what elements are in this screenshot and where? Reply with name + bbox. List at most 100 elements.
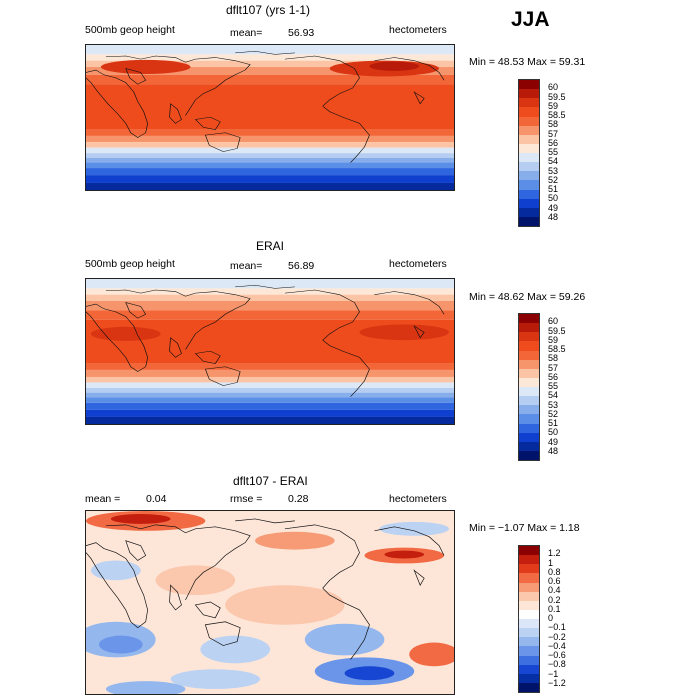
colorbar-swatch [519,368,539,378]
colorbar-level-label: 0.6 [548,576,561,586]
colorbar-level-label: 49 [548,202,559,213]
colorbar-level-label: 48 [548,445,559,456]
colorbar-level-label: −0.8 [548,659,566,670]
panel3-units: hectometers [389,493,447,505]
colorbar-swatch [519,423,539,433]
colorbar-swatch [519,591,539,601]
panel1-map [85,44,455,191]
colorbar-level-label: 0.8 [548,566,561,577]
colorbar-swatch [519,628,539,638]
colorbar-level-label: 55 [548,147,559,157]
colorbar-swatch [519,125,539,135]
colorbar-swatch [519,153,539,163]
season-label: JJA [511,8,550,31]
colorbar-swatch [519,377,539,387]
colorbar-level-label: 59.5 [548,325,566,336]
colorbar-swatch [519,207,539,217]
colorbar-swatch [519,323,539,333]
colorbar-swatch [519,682,539,692]
colorbar-level-label: 54 [548,390,559,401]
panel2-units: hectometers [389,258,447,270]
colorbar-level-label: 0.1 [548,603,561,614]
panel1-title: dflt107 (yrs 1-1) [226,3,311,17]
panel2-map [85,278,455,425]
colorbar-swatch [519,432,539,442]
panel1-mean-value: 56.93 [288,27,315,39]
colorbar-level-label: 58.5 [548,110,566,120]
colorbar-swatch [519,673,539,683]
panel3-colorbar [518,545,540,693]
colorbar-level-label: 59.5 [548,91,566,102]
colorbar-swatch [519,387,539,397]
colorbar-level-label: 50 [548,193,559,204]
colorbar-swatch [519,664,539,674]
colorbar-swatch [519,414,539,424]
colorbar-level-label: 57 [548,128,559,139]
colorbar-swatch [519,441,539,451]
colorbar-level-label: 60 [548,82,559,93]
colorbar-swatch [519,171,539,181]
colorbar-level-label: 59 [548,334,559,345]
colorbar-level-label: 59 [548,100,559,111]
colorbar-level-label: −0.4 [548,640,566,651]
colorbar-swatch [519,89,539,99]
colorbar-level-label: 0.2 [548,594,561,605]
colorbar-level-label: 56 [548,137,559,148]
colorbar-level-label: 55 [548,381,559,391]
colorbar-swatch [519,80,539,90]
colorbar-level-label: 53 [548,165,559,176]
panel1-minmax: Min = 48.53 Max = 59.31 [469,56,586,68]
panel2-minmax: Min = 48.62 Max = 59.26 [469,291,586,303]
panel2-mean-value: 56.89 [288,260,315,272]
colorbar-swatch [519,180,539,190]
colorbar-swatch [519,216,539,226]
colorbar-swatch [519,189,539,199]
panel3-map [85,510,455,695]
colorbar-swatch [519,134,539,144]
colorbar-swatch [519,600,539,610]
colorbar-swatch [519,198,539,208]
panel2-field-label: 500mb geop height [85,258,175,270]
colorbar-level-label: 60 [548,316,559,327]
panel3-mean-value: 0.04 [146,493,167,505]
panel1-mean-label: mean= [230,27,263,39]
colorbar-level-label: 49 [548,436,559,447]
colorbar-level-label: 0.4 [548,585,561,596]
colorbar-swatch [519,619,539,629]
colorbar-swatch [519,573,539,583]
colorbar-level-label: 0 [548,613,554,623]
colorbar-level-label: 1 [548,557,554,568]
colorbar-swatch [519,162,539,172]
panel3-rmse-value: 0.28 [288,493,309,505]
colorbar-swatch [519,314,539,324]
colorbar-level-label: 52 [548,174,559,185]
colorbar-level-label: 51 [548,418,559,428]
colorbar-level-label: 51 [548,184,559,194]
colorbar-swatch [519,450,539,460]
colorbar-swatch [519,405,539,415]
colorbar-swatch [519,350,539,360]
panel3-mean-label: mean = [85,493,121,505]
colorbar-swatch [519,341,539,351]
panel3-rmse-label: rmse = [230,493,263,505]
colorbar-level-label: −0.1 [548,622,566,633]
panel2-title: ERAI [256,239,285,253]
colorbar-swatch [519,637,539,647]
colorbar-swatch [519,564,539,574]
colorbar-swatch [519,332,539,342]
colorbar-swatch [519,646,539,656]
colorbar-level-label: −0.2 [548,631,566,642]
colorbar-level-label: 58 [548,353,559,364]
colorbar-swatch [519,609,539,619]
colorbar-swatch [519,546,539,556]
colorbar-swatch [519,359,539,369]
colorbar-level-label: 57 [548,362,559,373]
colorbar-swatch [519,655,539,665]
panel1-units: hectometers [389,24,447,36]
colorbar-level-label: 53 [548,399,559,410]
colorbar-swatch [519,582,539,592]
colorbar-swatch [519,143,539,153]
colorbar-level-label: 58 [548,119,559,130]
colorbar-swatch [519,116,539,126]
coastlines [86,50,445,163]
